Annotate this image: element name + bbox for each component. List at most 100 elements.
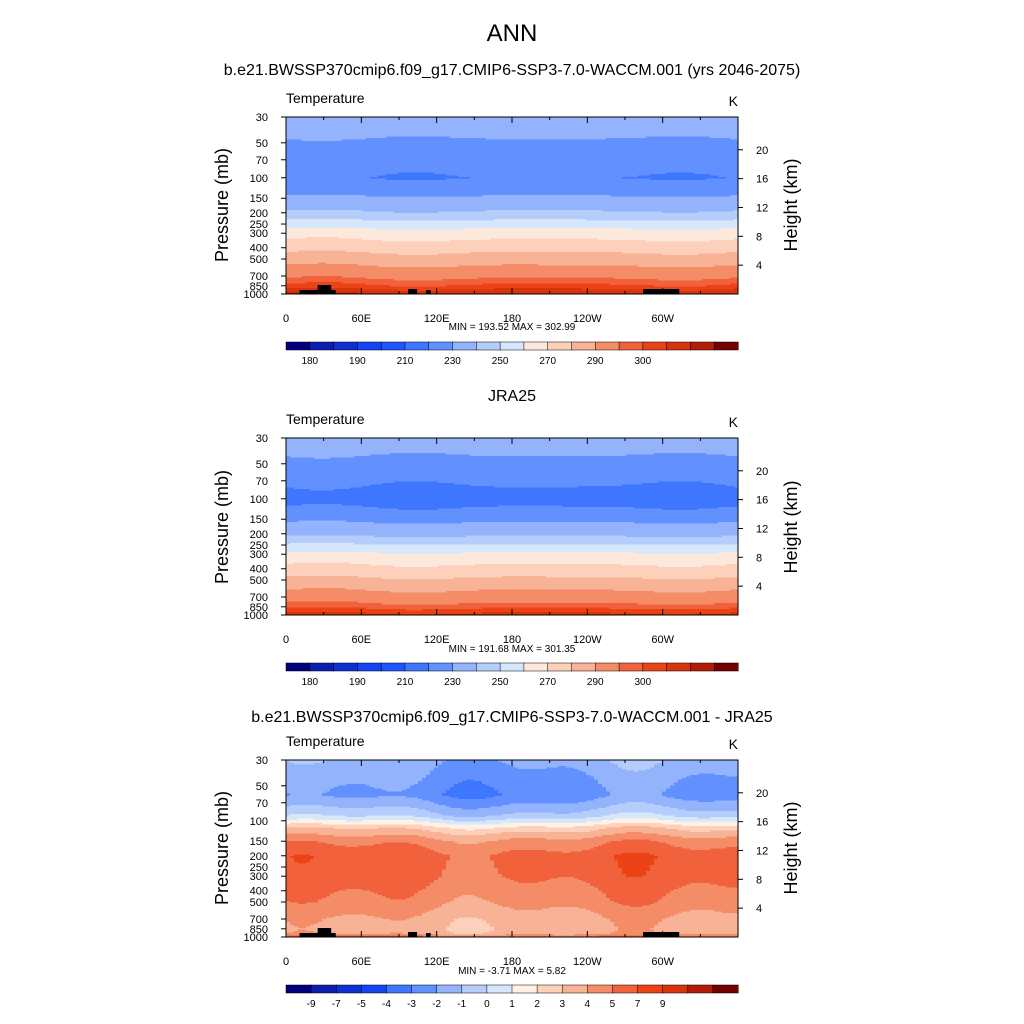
contour-cell [322,250,327,264]
contour-cell [550,603,555,609]
contour-cell [286,793,291,797]
contour-cell [722,220,727,229]
contour-cell [434,803,439,814]
contour-cell [418,172,423,181]
colorbar-swatch [333,662,358,672]
contour-cell [346,219,351,229]
terrain-mask [299,928,680,937]
contour-cell [342,829,347,838]
contour-cell [714,934,719,937]
contour-cell [570,839,575,853]
contour-cell [734,934,738,937]
contour-cell [486,139,491,196]
contour-cell [334,438,339,459]
contour-cell [638,577,643,592]
contour-cell [526,769,531,805]
contour-cell [494,589,499,604]
contour-cell [734,219,738,229]
contour-cell [314,228,319,238]
contour-cell [698,453,703,483]
contour-cell [454,829,459,836]
contour-cell [690,220,695,231]
contour-cell [554,505,559,523]
contour-cell [342,785,347,799]
contour-cell [426,220,431,231]
y-tick-label: 400 [250,886,268,898]
contour-cell [338,535,343,544]
contour-cell [522,219,527,229]
contour-cell [406,438,411,454]
contour-cell [650,613,655,615]
contour-cell [530,238,535,253]
contour-cell [466,830,471,836]
contour-cell [426,609,431,615]
contour-cell [630,537,635,546]
y2-tick-label: 12 [756,202,768,214]
contour-cell [646,609,651,615]
contour-cell [658,567,663,580]
contour-cell [714,826,719,832]
contour-cell [634,117,639,139]
colorbar-swatch [662,984,689,994]
contour-cell [330,195,335,211]
contour-cell [682,817,687,823]
contour-cell [342,797,347,809]
contour-cell [586,826,591,833]
contour-cell [726,887,731,914]
contour-cell [342,601,347,609]
contour-cell [374,523,379,538]
contour-cell [366,815,371,821]
contour-cell [734,238,738,253]
contour-cell [686,848,691,886]
contour-cell [618,240,623,253]
contour-cell [418,241,423,256]
contour-cell [342,117,347,141]
contour-cell [314,535,319,544]
contour-cell [286,612,291,615]
contour-cell [466,177,471,180]
contour-cell [686,838,691,850]
contour-cell [378,553,383,567]
contour-cell [310,612,315,615]
contour-cell [690,286,695,292]
contour-cell [298,535,303,544]
contour-cell [390,220,395,231]
contour-cell [338,288,343,294]
contour-cell [726,252,731,267]
contour-cell [730,934,735,937]
contour-cell [542,760,547,770]
contour-cell [390,579,395,594]
contour-cell [718,934,723,937]
contour-cell [366,196,371,213]
contour-cell [562,535,567,546]
contour-cell [518,826,523,833]
contour-cell [642,211,647,222]
contour-cell [302,264,307,277]
contour-cell [310,814,315,820]
y2-tick-label: 20 [756,466,768,478]
contour-cell [610,117,615,139]
contour-cell [642,229,647,241]
contour-cell [498,824,503,829]
contour-cell [426,592,431,606]
contour-cell [402,796,407,808]
contour-cell [734,438,738,457]
contour-cell [410,136,415,174]
contour-cell [706,760,711,775]
contour-cell [506,283,511,289]
contour-cell [670,196,675,214]
contour-cell [382,824,387,829]
contour-cell [422,537,427,546]
contour-cell [346,601,351,609]
contour-cell [518,589,523,604]
contour-cell [306,535,311,544]
contour-cell [322,919,327,935]
contour-cell [650,136,655,175]
contour-cell [382,117,387,139]
contour-cell [458,253,463,267]
contour-cell [430,609,435,615]
contour-cell [626,454,631,486]
contour-cell [518,456,523,489]
contour-cell [598,220,603,229]
contour-cell [678,544,683,555]
